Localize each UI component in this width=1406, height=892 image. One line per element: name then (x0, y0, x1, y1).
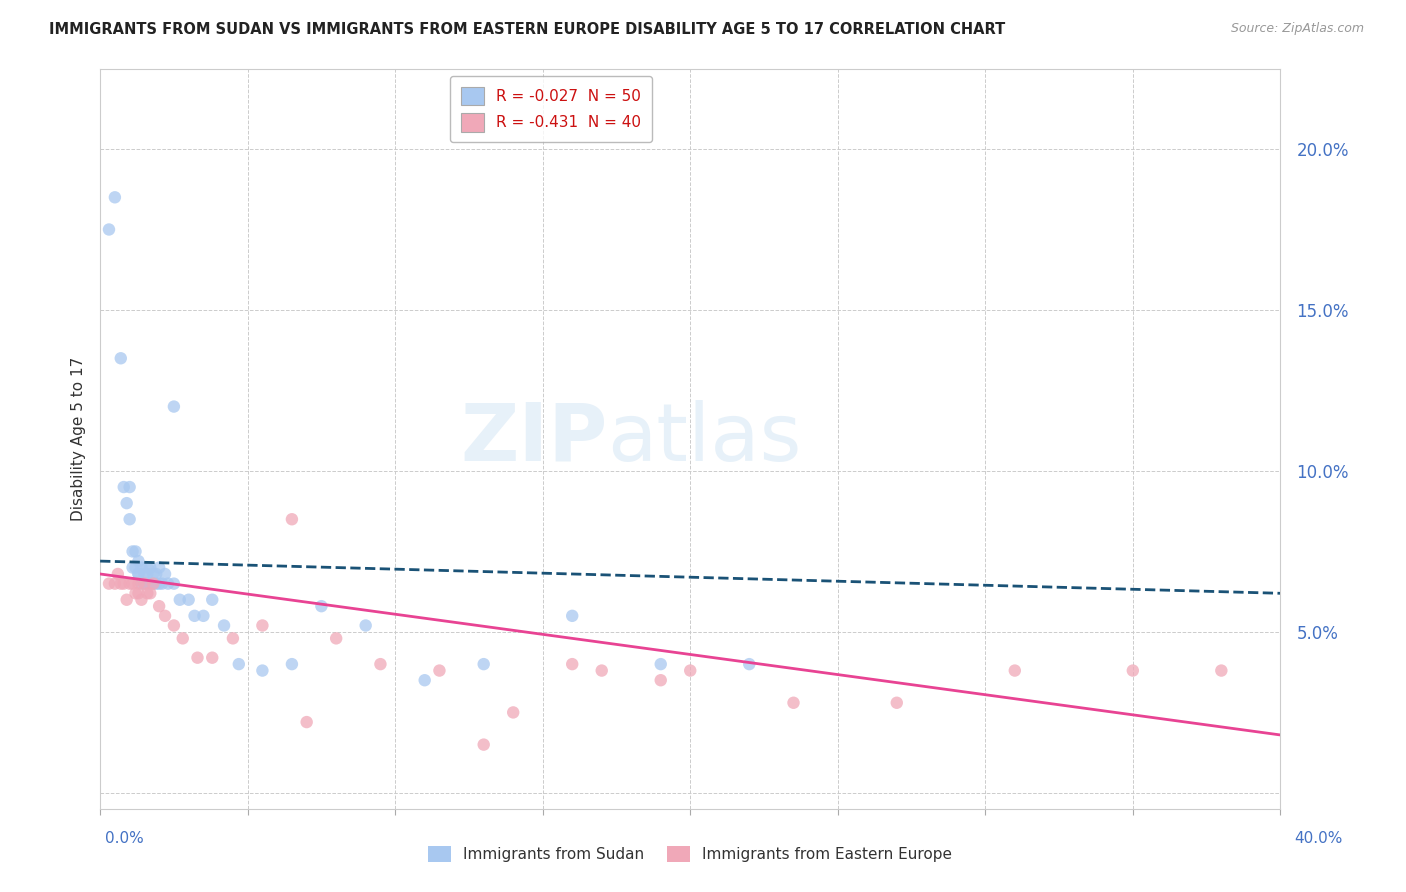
Point (281, 657, 304, 672)
Point (153, 566, 176, 581)
Point (222, 632, 245, 646)
Point (886, 696, 908, 710)
Point (472, 657, 495, 672)
Point (131, 560, 153, 574)
Point (252, 664, 274, 678)
Point (127, 586, 149, 600)
Point (153, 608, 176, 623)
Point (193, 608, 215, 623)
Point (121, 576, 143, 591)
Point (139, 586, 162, 600)
Text: IMMIGRANTS FROM SUDAN VS IMMIGRANTS FROM EASTERN EUROPE DISABILITY AGE 5 TO 17 C: IMMIGRANTS FROM SUDAN VS IMMIGRANTS FROM… (49, 22, 1005, 37)
Point (131, 592, 153, 607)
Point (112, 576, 135, 591)
Point (650, 657, 672, 672)
Point (112, 480, 135, 494)
Point (98, 222, 121, 236)
Point (115, 592, 138, 607)
Point (118, 512, 141, 526)
Point (127, 566, 149, 581)
Point (183, 608, 205, 623)
Point (136, 586, 159, 600)
Point (502, 706, 524, 720)
Point (134, 566, 156, 581)
Point (127, 566, 149, 581)
Point (472, 738, 495, 752)
Point (281, 512, 304, 526)
Text: Source: ZipAtlas.com: Source: ZipAtlas.com (1230, 22, 1364, 36)
Point (134, 576, 156, 591)
Point (142, 576, 165, 591)
Point (186, 650, 208, 665)
Point (1122, 664, 1144, 678)
Point (136, 576, 159, 591)
Point (156, 576, 179, 591)
Point (295, 715, 318, 730)
Point (98, 576, 121, 591)
Text: atlas: atlas (607, 400, 801, 478)
Point (148, 599, 170, 614)
Point (163, 576, 186, 591)
Point (354, 618, 377, 632)
Point (561, 608, 583, 623)
Point (121, 544, 143, 558)
Point (679, 664, 702, 678)
Point (118, 480, 141, 494)
Point (134, 576, 156, 591)
Point (738, 657, 761, 672)
Point (136, 560, 159, 574)
Point (139, 560, 162, 574)
Point (150, 576, 173, 591)
Point (121, 560, 143, 574)
Point (212, 618, 235, 632)
Point (142, 576, 165, 591)
Point (201, 592, 224, 607)
Point (148, 560, 170, 574)
Point (104, 576, 127, 591)
Text: 40.0%: 40.0% (1295, 831, 1343, 846)
Y-axis label: Disability Age 5 to 17: Disability Age 5 to 17 (72, 357, 86, 521)
Point (1004, 664, 1026, 678)
Point (252, 618, 274, 632)
Point (370, 657, 392, 672)
Point (429, 664, 451, 678)
Point (163, 400, 186, 414)
Point (413, 673, 436, 688)
Point (131, 576, 153, 591)
Point (124, 586, 146, 600)
Point (136, 566, 159, 581)
Point (107, 566, 129, 581)
Point (104, 190, 127, 204)
Point (228, 657, 250, 672)
Point (782, 696, 804, 710)
Point (127, 554, 149, 568)
Point (148, 576, 170, 591)
Point (115, 496, 138, 510)
Legend: R = -0.027  N = 50, R = -0.431  N = 40: R = -0.027 N = 50, R = -0.431 N = 40 (450, 76, 651, 143)
Point (145, 576, 167, 591)
Point (325, 632, 347, 646)
Point (142, 566, 165, 581)
Point (172, 632, 194, 646)
Point (139, 576, 162, 591)
Point (169, 592, 191, 607)
Point (124, 560, 146, 574)
Point (127, 576, 149, 591)
Point (1211, 664, 1233, 678)
Point (311, 599, 333, 614)
Point (110, 351, 132, 366)
Point (650, 673, 672, 688)
Point (124, 544, 146, 558)
Text: ZIP: ZIP (460, 400, 607, 478)
Point (118, 576, 141, 591)
Point (145, 566, 167, 581)
Point (561, 657, 583, 672)
Point (163, 618, 186, 632)
Point (591, 664, 613, 678)
Text: 0.0%: 0.0% (105, 831, 145, 846)
Point (177, 592, 200, 607)
Point (110, 576, 132, 591)
Point (201, 650, 224, 665)
